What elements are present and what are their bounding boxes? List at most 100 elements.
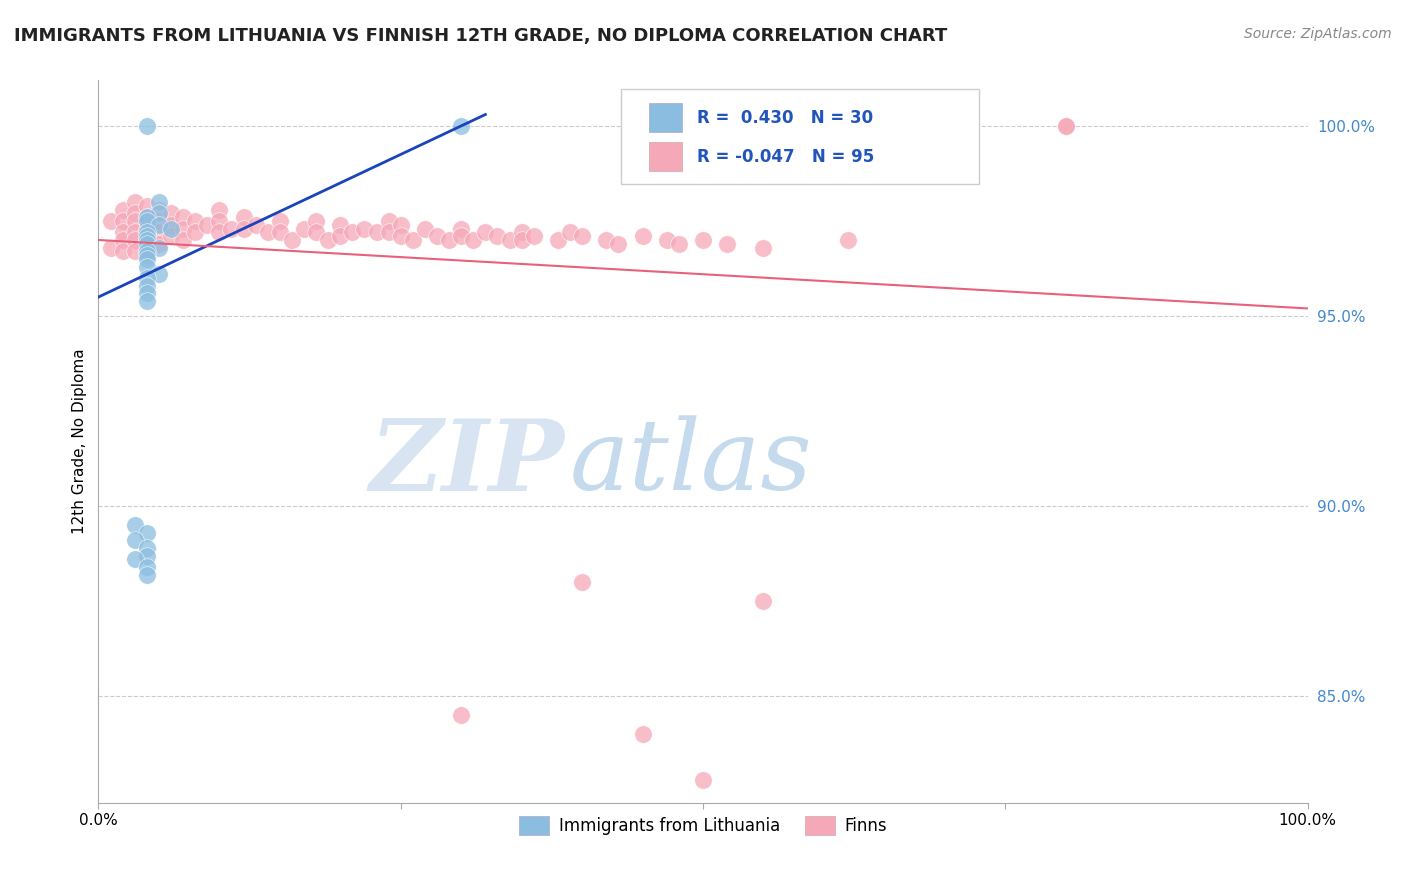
Point [631, 727, 654, 741]
Point [135, 248, 157, 262]
Point [510, 226, 533, 240]
Point [245, 218, 267, 232]
Point [124, 214, 146, 228]
Point [135, 525, 157, 540]
Point [124, 206, 146, 220]
Point [752, 594, 775, 608]
Point [692, 772, 714, 787]
Point [316, 233, 339, 247]
Point [135, 214, 157, 228]
Point [135, 236, 157, 251]
Point [450, 708, 472, 723]
Point [256, 226, 278, 240]
Point [377, 226, 399, 240]
Point [124, 552, 146, 566]
Point [547, 233, 569, 247]
Point [281, 233, 304, 247]
Point [195, 218, 218, 232]
Point [450, 221, 472, 235]
Point [124, 533, 146, 548]
Point [329, 218, 352, 232]
Point [668, 236, 690, 251]
Point [160, 221, 183, 235]
Point [571, 229, 593, 244]
Point [124, 194, 146, 209]
Point [111, 202, 134, 217]
Point [389, 218, 412, 232]
Point [366, 226, 388, 240]
Point [135, 271, 157, 285]
Point [342, 226, 364, 240]
Point [463, 233, 485, 247]
Point [160, 206, 183, 220]
Point [135, 233, 157, 247]
Y-axis label: 12th Grade, No Diploma: 12th Grade, No Diploma [72, 349, 87, 534]
Point [148, 267, 170, 281]
Point [292, 221, 315, 235]
Text: R = -0.047   N = 95: R = -0.047 N = 95 [697, 148, 875, 166]
Point [221, 221, 243, 235]
Point [353, 221, 375, 235]
Point [135, 278, 157, 293]
Point [135, 244, 157, 259]
Point [558, 226, 581, 240]
Point [172, 221, 194, 235]
Point [1054, 119, 1077, 133]
Legend: Immigrants from Lithuania, Finns: Immigrants from Lithuania, Finns [512, 809, 894, 841]
Point [100, 241, 122, 255]
Point [135, 221, 157, 235]
Point [135, 210, 157, 224]
Point [172, 210, 194, 224]
Point [837, 233, 859, 247]
Point [631, 229, 654, 244]
Point [148, 194, 170, 209]
Point [474, 226, 496, 240]
Point [498, 233, 520, 247]
Point [148, 202, 170, 217]
Point [135, 541, 157, 555]
Text: atlas: atlas [569, 416, 813, 511]
Point [135, 260, 157, 274]
Point [655, 233, 678, 247]
Point [135, 567, 157, 582]
Point [135, 244, 157, 259]
Point [160, 229, 183, 244]
Point [111, 226, 134, 240]
Point [377, 214, 399, 228]
Text: ZIP: ZIP [368, 415, 564, 511]
Point [437, 233, 460, 247]
Point [389, 229, 412, 244]
Point [148, 241, 170, 255]
Point [111, 233, 134, 247]
Point [135, 252, 157, 266]
Point [135, 199, 157, 213]
Point [269, 214, 291, 228]
Point [184, 226, 207, 240]
Point [172, 233, 194, 247]
Point [124, 226, 146, 240]
Point [124, 518, 146, 533]
Point [208, 202, 231, 217]
Point [135, 549, 157, 563]
Point [135, 560, 157, 574]
Point [184, 214, 207, 228]
Point [135, 226, 157, 240]
Point [124, 244, 146, 259]
Bar [648, 142, 682, 171]
Point [135, 210, 157, 224]
Text: Source: ZipAtlas.com: Source: ZipAtlas.com [1244, 27, 1392, 41]
Point [135, 229, 157, 244]
Point [208, 226, 231, 240]
Point [413, 221, 436, 235]
Point [100, 214, 122, 228]
Point [135, 119, 157, 133]
Point [148, 214, 170, 228]
Point [269, 226, 291, 240]
Point [232, 221, 254, 235]
Point [571, 575, 593, 590]
Point [523, 229, 546, 244]
Point [692, 233, 714, 247]
Point [305, 214, 328, 228]
Point [208, 214, 231, 228]
Point [595, 233, 617, 247]
